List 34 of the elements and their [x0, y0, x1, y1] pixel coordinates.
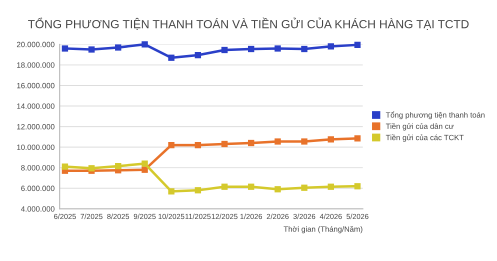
- point: [248, 140, 254, 146]
- point: [354, 42, 361, 48]
- point: [274, 45, 281, 52]
- point: [221, 140, 228, 148]
- point: [354, 183, 361, 190]
- point: [328, 43, 334, 50]
- point: [354, 135, 361, 142]
- point: [248, 184, 254, 190]
- point: [301, 184, 308, 191]
- point: [194, 187, 202, 194]
- point: [221, 184, 228, 190]
- point: [248, 46, 254, 52]
- point: [88, 46, 95, 53]
- point: [274, 138, 281, 145]
- point: [221, 46, 228, 54]
- point: [301, 138, 308, 145]
- point: [168, 142, 174, 148]
- point: [142, 160, 148, 167]
- point: [168, 54, 174, 61]
- point: [62, 164, 68, 170]
- point: [194, 142, 202, 148]
- chart-title: TỔNG PHƯƠNG TIỆN THANH TOÁN VÀ TIỀN GỬI CỦA KHÁCH HÀNG TẠI TCTD: [28, 18, 469, 30]
- point: [194, 52, 202, 58]
- point: [274, 186, 281, 192]
- point: [142, 41, 148, 48]
- point: [115, 163, 122, 170]
- point: [328, 136, 334, 143]
- point: [168, 188, 174, 194]
- point: [328, 184, 334, 190]
- point: [142, 166, 148, 173]
- point: [301, 46, 308, 52]
- point: [88, 165, 95, 172]
- point: [115, 44, 122, 51]
- point: [62, 45, 68, 52]
